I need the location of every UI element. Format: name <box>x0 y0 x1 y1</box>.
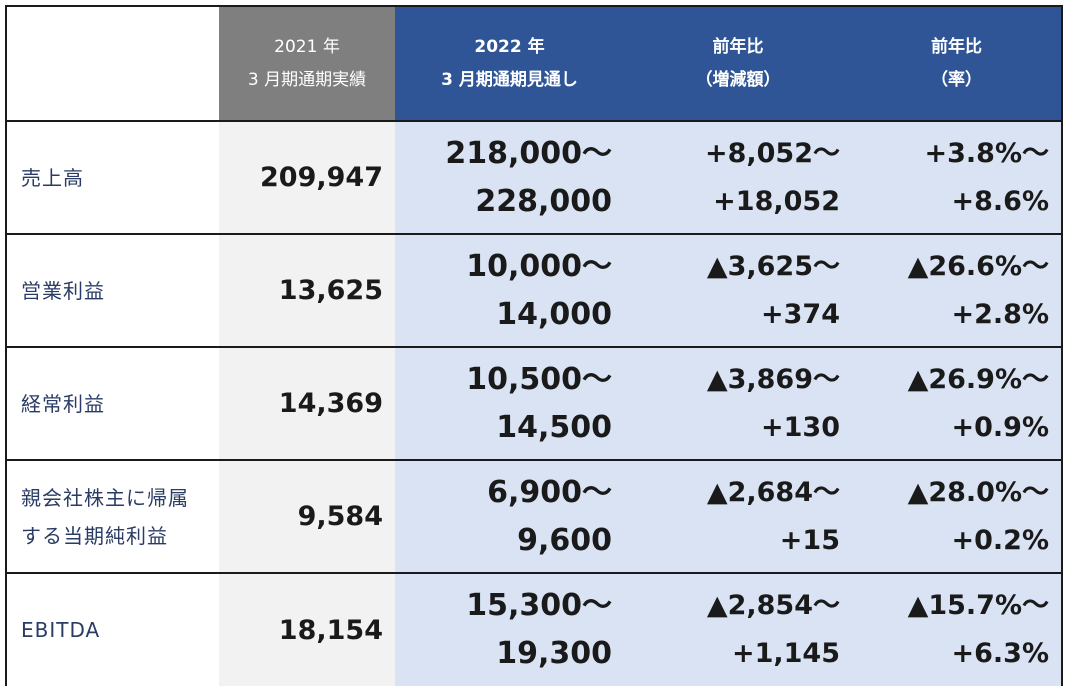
forecast-low: 6,900～ <box>487 474 612 510</box>
yoy-rate-value: ▲26.9%～ +0.9% <box>852 346 1061 460</box>
header-diff-line-2: （増減額） <box>695 69 781 90</box>
yoy-amount-value: ▲3,625～ +374 <box>624 233 852 347</box>
row-label-line-2: する当期純利益 <box>21 523 168 548</box>
forecast-low: 10,000～ <box>466 248 612 284</box>
rate-low: ▲26.9%～ <box>907 363 1049 395</box>
table-row: 売上高 209,947 218,000～ 228,000 +8,052～ +18… <box>7 120 1061 234</box>
forecast-value: 6,900～ 9,600 <box>395 459 624 573</box>
yoy-amount-value: +8,052～ +18,052 <box>624 120 852 234</box>
header-yoy-amount: 前年比 （増減額） <box>624 7 852 121</box>
yoy-rate-value: ▲15.7%～ +6.3% <box>852 572 1061 686</box>
diff-low: ▲2,684～ <box>706 476 840 508</box>
row-label-line: EBITDA <box>21 618 101 642</box>
financial-forecast-table: 2021 年 3 月期通期実績 2022 年 3 月期通期見通し 前年比 （増減… <box>5 5 1063 686</box>
forecast-high: 14,500 <box>496 409 612 445</box>
yoy-rate-value: +3.8%～ +8.6% <box>852 120 1061 234</box>
actual-value: 14,369 <box>219 346 395 460</box>
header-diff-line-1: 前年比 <box>712 36 764 57</box>
header-rate-line-2: （率） <box>931 69 982 90</box>
header-2021-actual: 2021 年 3 月期通期実績 <box>219 7 395 121</box>
forecast-table: 2021 年 3 月期通期実績 2022 年 3 月期通期見通し 前年比 （増減… <box>7 7 1061 686</box>
row-label-line: 売上高 <box>21 165 84 190</box>
rate-high: +6.3% <box>951 638 1049 669</box>
table-row: EBITDA 18,154 15,300～ 19,300 ▲2,854～ +1,… <box>7 572 1061 686</box>
diff-low: ▲3,625～ <box>706 250 840 282</box>
yoy-amount-value: ▲3,869～ +130 <box>624 346 852 460</box>
yoy-amount-value: ▲2,854～ +1,145 <box>624 572 852 686</box>
actual-value: 209,947 <box>219 120 395 234</box>
header-2021-line-2: 3 月期通期実績 <box>247 69 367 90</box>
rate-high: +0.9% <box>951 411 1049 443</box>
row-label: 売上高 <box>7 120 219 234</box>
diff-high: +18,052 <box>713 185 840 217</box>
diff-low: ▲2,854～ <box>706 590 840 621</box>
row-label-line: 経常利益 <box>21 391 105 416</box>
forecast-value: 218,000～ 228,000 <box>395 120 624 234</box>
actual-value: 13,625 <box>219 233 395 347</box>
actual-value: 9,584 <box>219 459 395 573</box>
rate-high: +8.6% <box>951 185 1049 217</box>
forecast-value: 10,500～ 14,500 <box>395 346 624 460</box>
rate-high: +0.2% <box>951 524 1049 556</box>
forecast-high: 9,600 <box>517 522 612 558</box>
forecast-low: 218,000～ <box>445 135 612 171</box>
forecast-high: 14,000 <box>496 296 612 332</box>
diff-high: +374 <box>761 298 840 330</box>
table-row: 営業利益 13,625 10,000～ 14,000 ▲3,625～ +374 … <box>7 233 1061 347</box>
rate-low: ▲28.0%～ <box>907 476 1049 508</box>
rate-high: +2.8% <box>951 298 1049 330</box>
header-2022-forecast: 2022 年 3 月期通期見通し <box>395 7 624 121</box>
row-label: 親会社株主に帰属 する当期純利益 <box>7 459 219 573</box>
diff-low: ▲3,869～ <box>706 363 840 395</box>
header-yoy-rate: 前年比 （率） <box>852 7 1061 121</box>
forecast-high: 19,300 <box>496 636 612 671</box>
row-label-line: 営業利益 <box>21 278 105 303</box>
header-2021-line-1: 2021 年 <box>274 36 340 57</box>
header-2022-line-1: 2022 年 <box>474 36 545 57</box>
diff-high: +1,145 <box>731 638 840 669</box>
header-2022-line-2: 3 月期通期見通し <box>441 69 578 90</box>
header-corner-cell <box>7 7 219 121</box>
rate-low: +3.8%～ <box>924 137 1049 169</box>
row-label: 経常利益 <box>7 346 219 460</box>
yoy-rate-value: ▲28.0%～ +0.2% <box>852 459 1061 573</box>
forecast-high: 228,000 <box>475 183 612 219</box>
forecast-value: 10,000～ 14,000 <box>395 233 624 347</box>
table-row: 親会社株主に帰属 する当期純利益 9,584 6,900～ 9,600 ▲2,6… <box>7 459 1061 573</box>
row-label-line-1: 親会社株主に帰属 <box>21 485 189 510</box>
table-row: 経常利益 14,369 10,500～ 14,500 ▲3,869～ +130 … <box>7 346 1061 460</box>
diff-low: +8,052～ <box>704 137 840 169</box>
header-rate-line-1: 前年比 <box>931 36 982 57</box>
yoy-rate-value: ▲26.6%～ +2.8% <box>852 233 1061 347</box>
forecast-value: 15,300～ 19,300 <box>395 572 624 686</box>
diff-high: +15 <box>779 524 840 556</box>
forecast-low: 15,300～ <box>466 588 612 623</box>
diff-high: +130 <box>761 411 840 443</box>
actual-value: 18,154 <box>219 572 395 686</box>
rate-low: ▲26.6%～ <box>907 250 1049 282</box>
rate-low: ▲15.7%～ <box>907 590 1049 621</box>
forecast-low: 10,500～ <box>466 361 612 397</box>
yoy-amount-value: ▲2,684～ +15 <box>624 459 852 573</box>
row-label: 営業利益 <box>7 233 219 347</box>
header-row: 2021 年 3 月期通期実績 2022 年 3 月期通期見通し 前年比 （増減… <box>7 7 1061 121</box>
row-label: EBITDA <box>7 572 219 686</box>
